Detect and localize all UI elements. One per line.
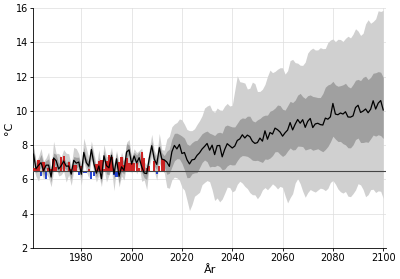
Bar (156, 171, 158, 174)
Bar (138, 168, 140, 171)
Bar (103, 169, 105, 171)
Bar (158, 166, 160, 171)
Bar (161, 159, 163, 171)
Bar (40, 171, 42, 176)
Bar (146, 168, 148, 171)
Bar (140, 152, 143, 171)
Bar (32, 168, 35, 171)
Bar (83, 171, 85, 173)
Bar (60, 157, 62, 171)
Bar (151, 171, 153, 172)
Bar (108, 155, 110, 171)
Bar (130, 163, 133, 171)
Bar (163, 160, 166, 171)
Bar (93, 171, 95, 176)
Bar (98, 161, 100, 171)
Y-axis label: °C: °C (4, 121, 14, 135)
Bar (75, 165, 77, 171)
Bar (55, 167, 57, 171)
Bar (128, 163, 130, 171)
Bar (148, 166, 150, 171)
Bar (136, 163, 138, 171)
Bar (62, 156, 65, 171)
Bar (70, 169, 72, 171)
Bar (52, 159, 55, 171)
Bar (133, 163, 135, 171)
Bar (37, 160, 40, 171)
Bar (118, 162, 120, 171)
Bar (35, 168, 37, 171)
Bar (143, 158, 145, 171)
Bar (50, 169, 52, 171)
Bar (73, 165, 75, 171)
Bar (123, 165, 125, 171)
Bar (110, 157, 113, 171)
Bar (88, 169, 90, 171)
Bar (80, 166, 82, 171)
Bar (120, 157, 123, 171)
Bar (45, 171, 47, 179)
Bar (90, 171, 92, 179)
Bar (42, 162, 45, 171)
Bar (78, 171, 80, 175)
Bar (113, 171, 115, 175)
Bar (85, 171, 88, 173)
X-axis label: År: År (204, 265, 216, 275)
Bar (115, 171, 118, 177)
Bar (95, 164, 98, 171)
Bar (68, 162, 70, 171)
Bar (126, 158, 128, 171)
Bar (153, 161, 155, 171)
Bar (48, 169, 50, 171)
Bar (100, 160, 102, 171)
Bar (105, 161, 108, 171)
